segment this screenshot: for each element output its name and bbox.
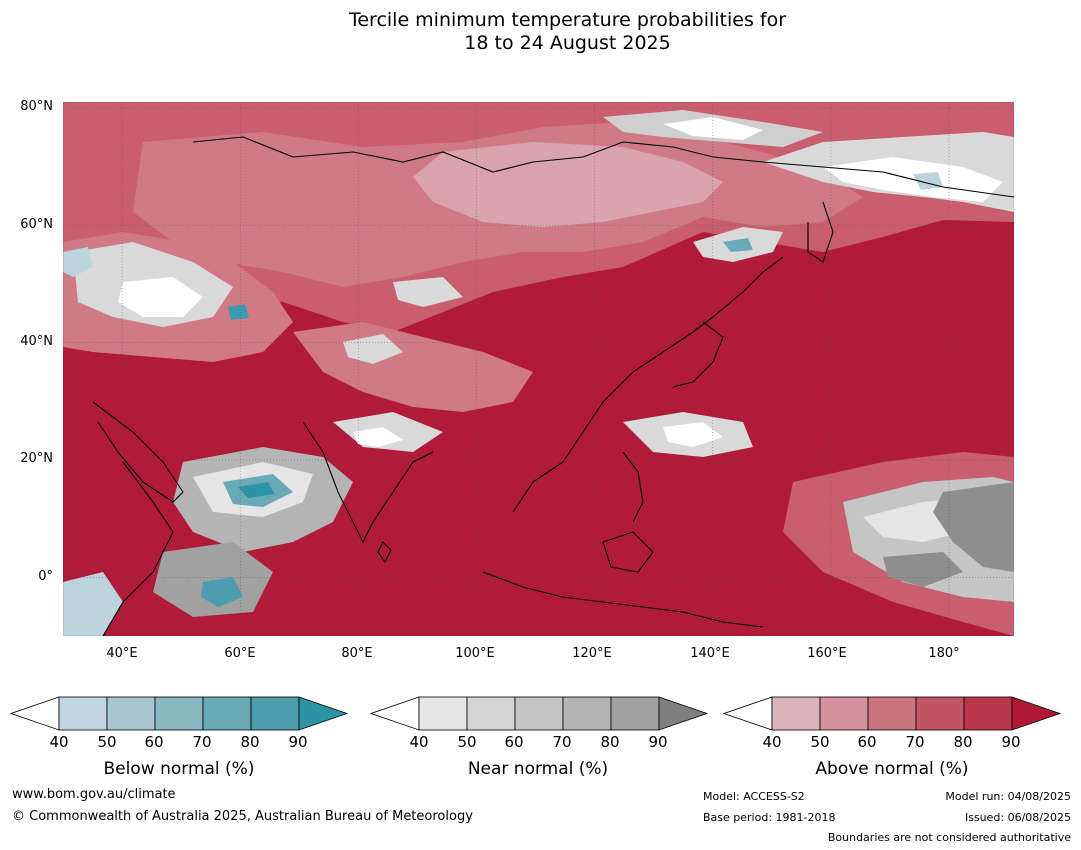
region-arabian-below-dark: [238, 482, 275, 498]
colorbar-bin: [610, 696, 660, 731]
above-tick-70: 70: [905, 733, 925, 751]
model-info: Model: ACCESS-S2: [703, 790, 805, 803]
above-tick-50: 50: [810, 733, 830, 751]
below-tick-50: 50: [97, 733, 117, 751]
colorbar-bin: [771, 696, 821, 731]
region-scs-white: [663, 422, 723, 447]
boundaries-disclaimer: Boundaries are not considered authoritat…: [827, 831, 1071, 844]
coastline-japan: [672, 321, 724, 388]
near-tick-40: 40: [409, 733, 429, 751]
region-west-below-light: [63, 247, 93, 277]
colorbar-over-triangle: [1011, 696, 1062, 731]
above-tick-60: 60: [857, 733, 877, 751]
lon-label-80e: 80°E: [341, 646, 373, 661]
lat-label-0: 0°: [38, 569, 53, 584]
probability-map: [62, 101, 1015, 637]
lon-label-120e: 120°E: [572, 646, 612, 661]
coastline-borneo: [602, 531, 654, 573]
colorbar-above-title: Above normal (%): [815, 759, 969, 779]
lon-label-40e: 40°E: [106, 646, 138, 661]
region-okhotsk-below: [723, 238, 753, 252]
region-pacific-dark-2: [883, 552, 963, 587]
below-tick-80: 80: [240, 733, 260, 751]
region-caspian-white: [118, 277, 203, 317]
region-india-north-white: [353, 427, 403, 447]
colorbar-bin: [915, 696, 965, 731]
coastline-india: [302, 421, 434, 544]
near-tick-70: 70: [552, 733, 572, 751]
region-caspian-below: [228, 304, 249, 320]
colorbar-bin: [819, 696, 869, 731]
below-tick-70: 70: [192, 733, 212, 751]
above-tick-40: 40: [762, 733, 782, 751]
colorbar-bin: [202, 696, 252, 731]
near-tick-60: 60: [504, 733, 524, 751]
colorbar-under-triangle: [723, 696, 773, 731]
chart-title: Tercile minimum temperature probabilitie…: [0, 9, 1081, 55]
below-tick-60: 60: [144, 733, 164, 751]
colorbar-under-triangle: [370, 696, 420, 731]
coastline-philippines: [622, 451, 644, 523]
lat-label-20n: 20°N: [20, 451, 53, 466]
lat-label-80n: 80°N: [20, 99, 53, 114]
lon-label-180: 180°: [928, 646, 960, 661]
region-arctic-white: [663, 117, 763, 140]
colorbar-near-title: Near normal (%): [467, 759, 609, 779]
colorbar-over-triangle: [298, 696, 349, 731]
above-tick-90: 90: [1001, 733, 1021, 751]
region-pacific-dark: [933, 482, 1014, 572]
colorbar-below-title: Below normal (%): [103, 759, 255, 779]
colorbar-bin: [106, 696, 156, 731]
colorbar-bin: [466, 696, 516, 731]
copyright-text: © Commonwealth of Australia 2025, Austra…: [12, 809, 473, 824]
title-line-1: Tercile minimum temperature probabilitie…: [348, 9, 787, 31]
colorbar-under-triangle: [10, 696, 60, 731]
lon-label-160e: 160°E: [807, 646, 847, 661]
lat-label-60n: 60°N: [20, 217, 53, 232]
coastline-africa: [102, 461, 174, 636]
coastline-kamchatka: [807, 201, 834, 263]
above-tick-80: 80: [953, 733, 973, 751]
base-period-info: Base period: 1981-2018: [703, 811, 836, 824]
region-mongolia-near: [393, 277, 463, 307]
colorbar-near-normal: [370, 696, 709, 731]
region-eq-below-near: [153, 542, 273, 617]
coastline-indonesia: [482, 571, 764, 628]
website-link[interactable]: www.bom.gov.au/climate: [12, 787, 176, 802]
lon-label-100e: 100°E: [455, 646, 495, 661]
colorbar-bin: [250, 696, 300, 731]
region-eq-below: [201, 577, 243, 607]
near-tick-90: 90: [648, 733, 668, 751]
coastline-sri-lanka: [377, 541, 392, 564]
lat-label-40n: 40°N: [20, 334, 53, 349]
colorbar-above-normal: [723, 696, 1062, 731]
title-line-2: 18 to 24 August 2025: [464, 32, 671, 54]
colorbar-bin: [867, 696, 917, 731]
colorbar-bin: [58, 696, 108, 731]
region-africa-below: [63, 572, 123, 636]
colorbar-over-triangle: [658, 696, 709, 731]
map-canvas: [62, 101, 1015, 637]
colorbar-below-normal: [10, 696, 349, 731]
colorbar-bin: [562, 696, 612, 731]
colorbar-bin: [963, 696, 1013, 731]
model-run-info: Model run: 04/08/2025: [945, 790, 1071, 803]
colorbar-bin: [514, 696, 564, 731]
near-tick-50: 50: [457, 733, 477, 751]
colorbar-bin: [418, 696, 468, 731]
lon-label-140e: 140°E: [690, 646, 730, 661]
coastline-eurasia-north: [192, 136, 1014, 198]
below-tick-90: 90: [288, 733, 308, 751]
lon-label-60e: 60°E: [224, 646, 256, 661]
below-tick-40: 40: [49, 733, 69, 751]
region-tibet-near: [343, 334, 403, 364]
coastline-east-asia: [512, 256, 784, 513]
issued-info: Issued: 06/08/2025: [964, 811, 1071, 824]
region-siberia-above-50: [413, 142, 723, 227]
colorbar-bin: [154, 696, 204, 731]
near-tick-80: 80: [600, 733, 620, 751]
